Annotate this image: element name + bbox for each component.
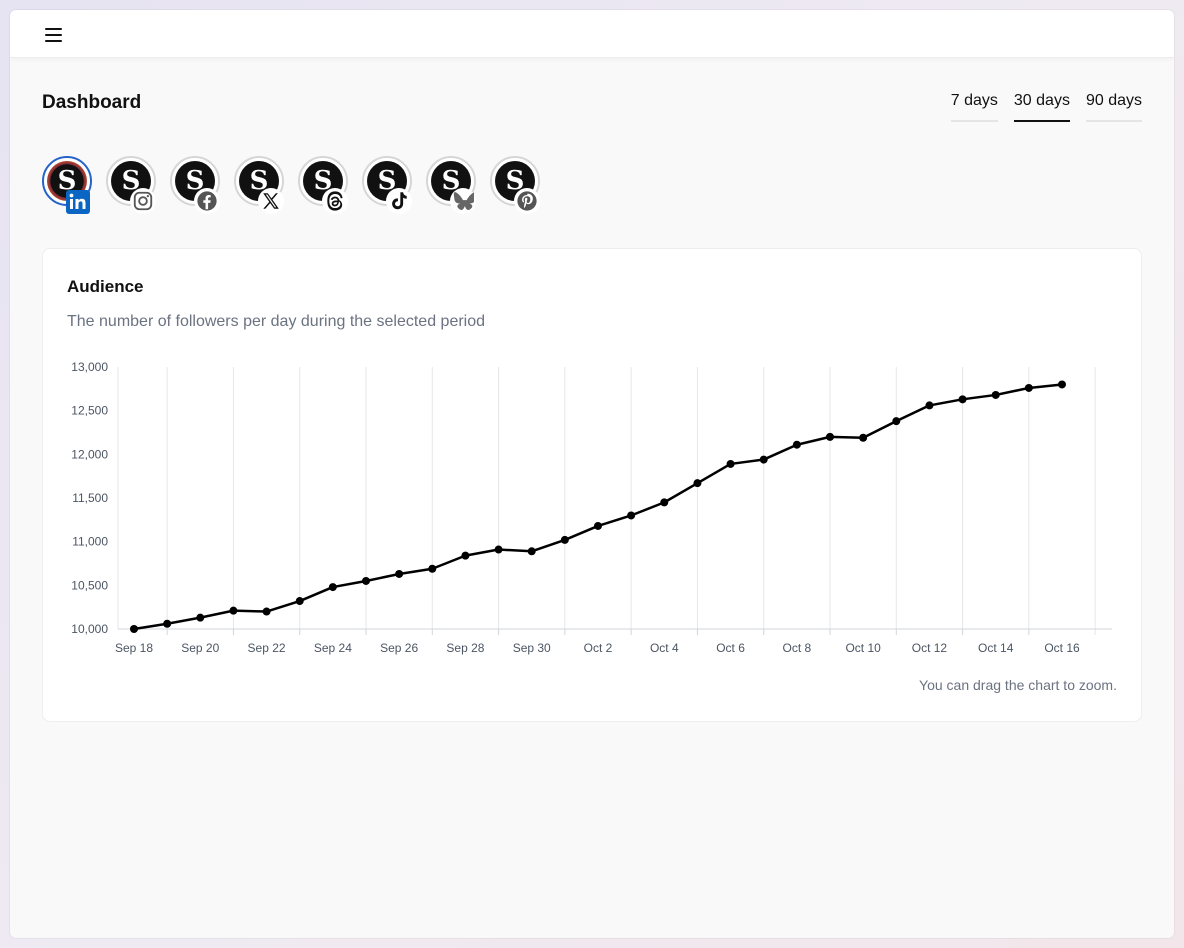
data-point <box>759 455 768 464</box>
account-bluesky[interactable]: S <box>426 156 476 214</box>
data-point <box>693 479 702 488</box>
data-point <box>428 564 437 573</box>
x-tick-label: Oct 16 <box>1044 641 1080 655</box>
data-point <box>328 583 337 592</box>
y-tick-label: 12,500 <box>71 404 108 418</box>
instagram-icon <box>130 188 156 214</box>
top-bar <box>10 10 1174 58</box>
data-point <box>826 432 834 441</box>
data-point <box>494 545 503 554</box>
account-selector: S S S S <box>42 156 540 214</box>
page-title: Dashboard <box>42 92 142 113</box>
data-point <box>991 390 1000 399</box>
tab-90-days[interactable]: 90 days <box>1085 92 1142 122</box>
data-point <box>726 459 735 468</box>
y-tick-label: 11,000 <box>72 535 108 549</box>
y-tick-label: 10,000 <box>71 622 108 636</box>
bluesky-icon <box>450 188 476 214</box>
card-title: Audience <box>67 277 144 296</box>
tiktok-icon <box>386 188 412 214</box>
card-subtitle: The number of followers per day during t… <box>67 313 486 330</box>
account-x[interactable]: S <box>234 156 284 214</box>
x-tick-label: Sep 22 <box>248 641 286 655</box>
account-tiktok[interactable]: S <box>362 156 412 214</box>
data-point <box>660 498 669 507</box>
x-tick-label: Oct 12 <box>912 641 948 655</box>
avatar: S <box>490 156 540 206</box>
data-point <box>792 440 801 449</box>
app-window: Dashboard 7 days 30 days 90 days S S <box>10 10 1174 938</box>
x-tick-label: Oct 6 <box>716 641 745 655</box>
x-tick-label: Sep 18 <box>115 641 153 655</box>
data-point <box>560 535 569 544</box>
data-point <box>594 521 602 530</box>
data-point <box>527 547 536 556</box>
audience-line-chart[interactable]: 10,000 10,500 11,000 11,500 12,000 12,500 13,0… <box>43 349 1143 669</box>
data-point <box>229 606 238 615</box>
data-point <box>262 607 271 616</box>
x-tick-label: Oct 14 <box>978 641 1014 655</box>
x-tick-label: Oct 2 <box>584 641 613 655</box>
data-point <box>196 613 205 622</box>
audience-card: Audience The number of followers per day… <box>42 248 1142 722</box>
y-tick-label: 10,500 <box>71 578 108 592</box>
linkedin-icon <box>66 190 90 214</box>
data-point <box>859 433 868 442</box>
x-tick-label: Sep 28 <box>446 641 484 655</box>
data-point <box>1058 380 1066 389</box>
y-tick-label: 11,500 <box>72 491 108 505</box>
y-tick-label: 12,000 <box>71 447 108 461</box>
threads-icon <box>322 188 348 214</box>
zoom-hint: You can drag the chart to zoom. <box>919 677 1117 693</box>
tab-30-days[interactable]: 30 days <box>1013 92 1070 122</box>
facebook-icon <box>194 188 220 214</box>
hamburger-menu-icon[interactable] <box>40 24 68 46</box>
tab-7-days[interactable]: 7 days <box>950 92 998 122</box>
data-point <box>892 417 901 426</box>
account-instagram[interactable]: S <box>106 156 156 214</box>
account-threads[interactable]: S <box>298 156 348 214</box>
data-point <box>295 597 304 606</box>
x-tick-label: Sep 24 <box>314 641 352 655</box>
data-point <box>1024 383 1033 392</box>
account-linkedin[interactable]: S <box>42 156 92 214</box>
data-point <box>627 511 636 520</box>
x-tick-label: Sep 20 <box>181 641 219 655</box>
data-point <box>925 401 934 410</box>
data-point <box>461 551 470 560</box>
data-point <box>130 625 138 633</box>
x-tick-label: Sep 30 <box>513 641 551 655</box>
data-point <box>958 395 967 404</box>
account-pinterest[interactable]: S <box>490 156 540 214</box>
x-icon <box>258 188 284 214</box>
account-facebook[interactable]: S <box>170 156 220 214</box>
period-tabs: 7 days 30 days 90 days <box>950 92 1142 122</box>
x-tick-label: Oct 4 <box>650 641 679 655</box>
pinterest-icon <box>514 188 540 214</box>
x-tick-label: Oct 10 <box>845 641 881 655</box>
series-line <box>133 383 1063 631</box>
y-tick-label: 13,000 <box>71 360 108 374</box>
x-tick-label: Sep 26 <box>380 641 418 655</box>
data-point <box>395 569 404 578</box>
x-tick-label: Oct 8 <box>783 641 812 655</box>
data-point <box>163 619 172 628</box>
data-point <box>362 576 370 585</box>
